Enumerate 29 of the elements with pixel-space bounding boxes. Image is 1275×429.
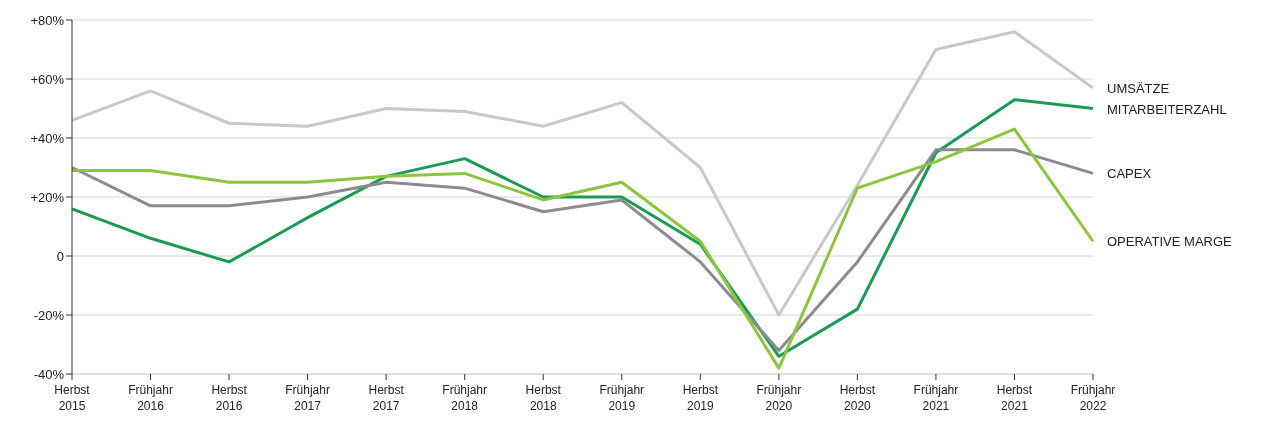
y-tick-label: +20% xyxy=(30,189,65,205)
x-tick-label: Herbst 2019 xyxy=(682,383,719,413)
x-tick-label: Herbst 2020 xyxy=(839,383,876,413)
series-label: CAPEX xyxy=(1107,166,1152,182)
series-label: MITARBEITERZAHL xyxy=(1107,101,1227,117)
y-tick-label: 0 xyxy=(56,248,64,264)
y-tick-label: +80% xyxy=(30,12,65,28)
x-tick-label: Herbst 2016 xyxy=(211,383,248,413)
y-tick-label: -20% xyxy=(33,307,65,323)
y-tick-label: +40% xyxy=(30,130,65,146)
line-series xyxy=(70,148,1095,352)
y-tick-label: -40% xyxy=(33,366,65,382)
x-tick-label: Frühjahr 2022 xyxy=(1070,383,1116,413)
x-tick-label: Herbst 2021 xyxy=(996,383,1033,413)
x-tick-label: Frühjahr 2021 xyxy=(913,383,959,413)
line-series xyxy=(70,30,1095,317)
x-tick-label: Frühjahr 2019 xyxy=(599,383,645,413)
y-tick-label: +60% xyxy=(30,71,65,87)
x-tick-label: Frühjahr 2017 xyxy=(285,383,330,413)
series-label: OPERATIVE MARGE xyxy=(1107,234,1233,250)
x-tick-label: Frühjahr 2018 xyxy=(442,383,488,413)
line-series xyxy=(70,127,1095,370)
series-label: UMSÄTZE xyxy=(1107,80,1170,96)
x-tick-label: Frühjahr 2020 xyxy=(756,383,802,413)
line-series xyxy=(70,98,1095,358)
x-tick-label: Herbst 2017 xyxy=(368,383,405,413)
x-tick-label: Herbst 2015 xyxy=(54,383,91,413)
x-tick-label: Herbst 2018 xyxy=(525,383,562,413)
x-tick-label: Frühjahr 2016 xyxy=(128,383,173,413)
